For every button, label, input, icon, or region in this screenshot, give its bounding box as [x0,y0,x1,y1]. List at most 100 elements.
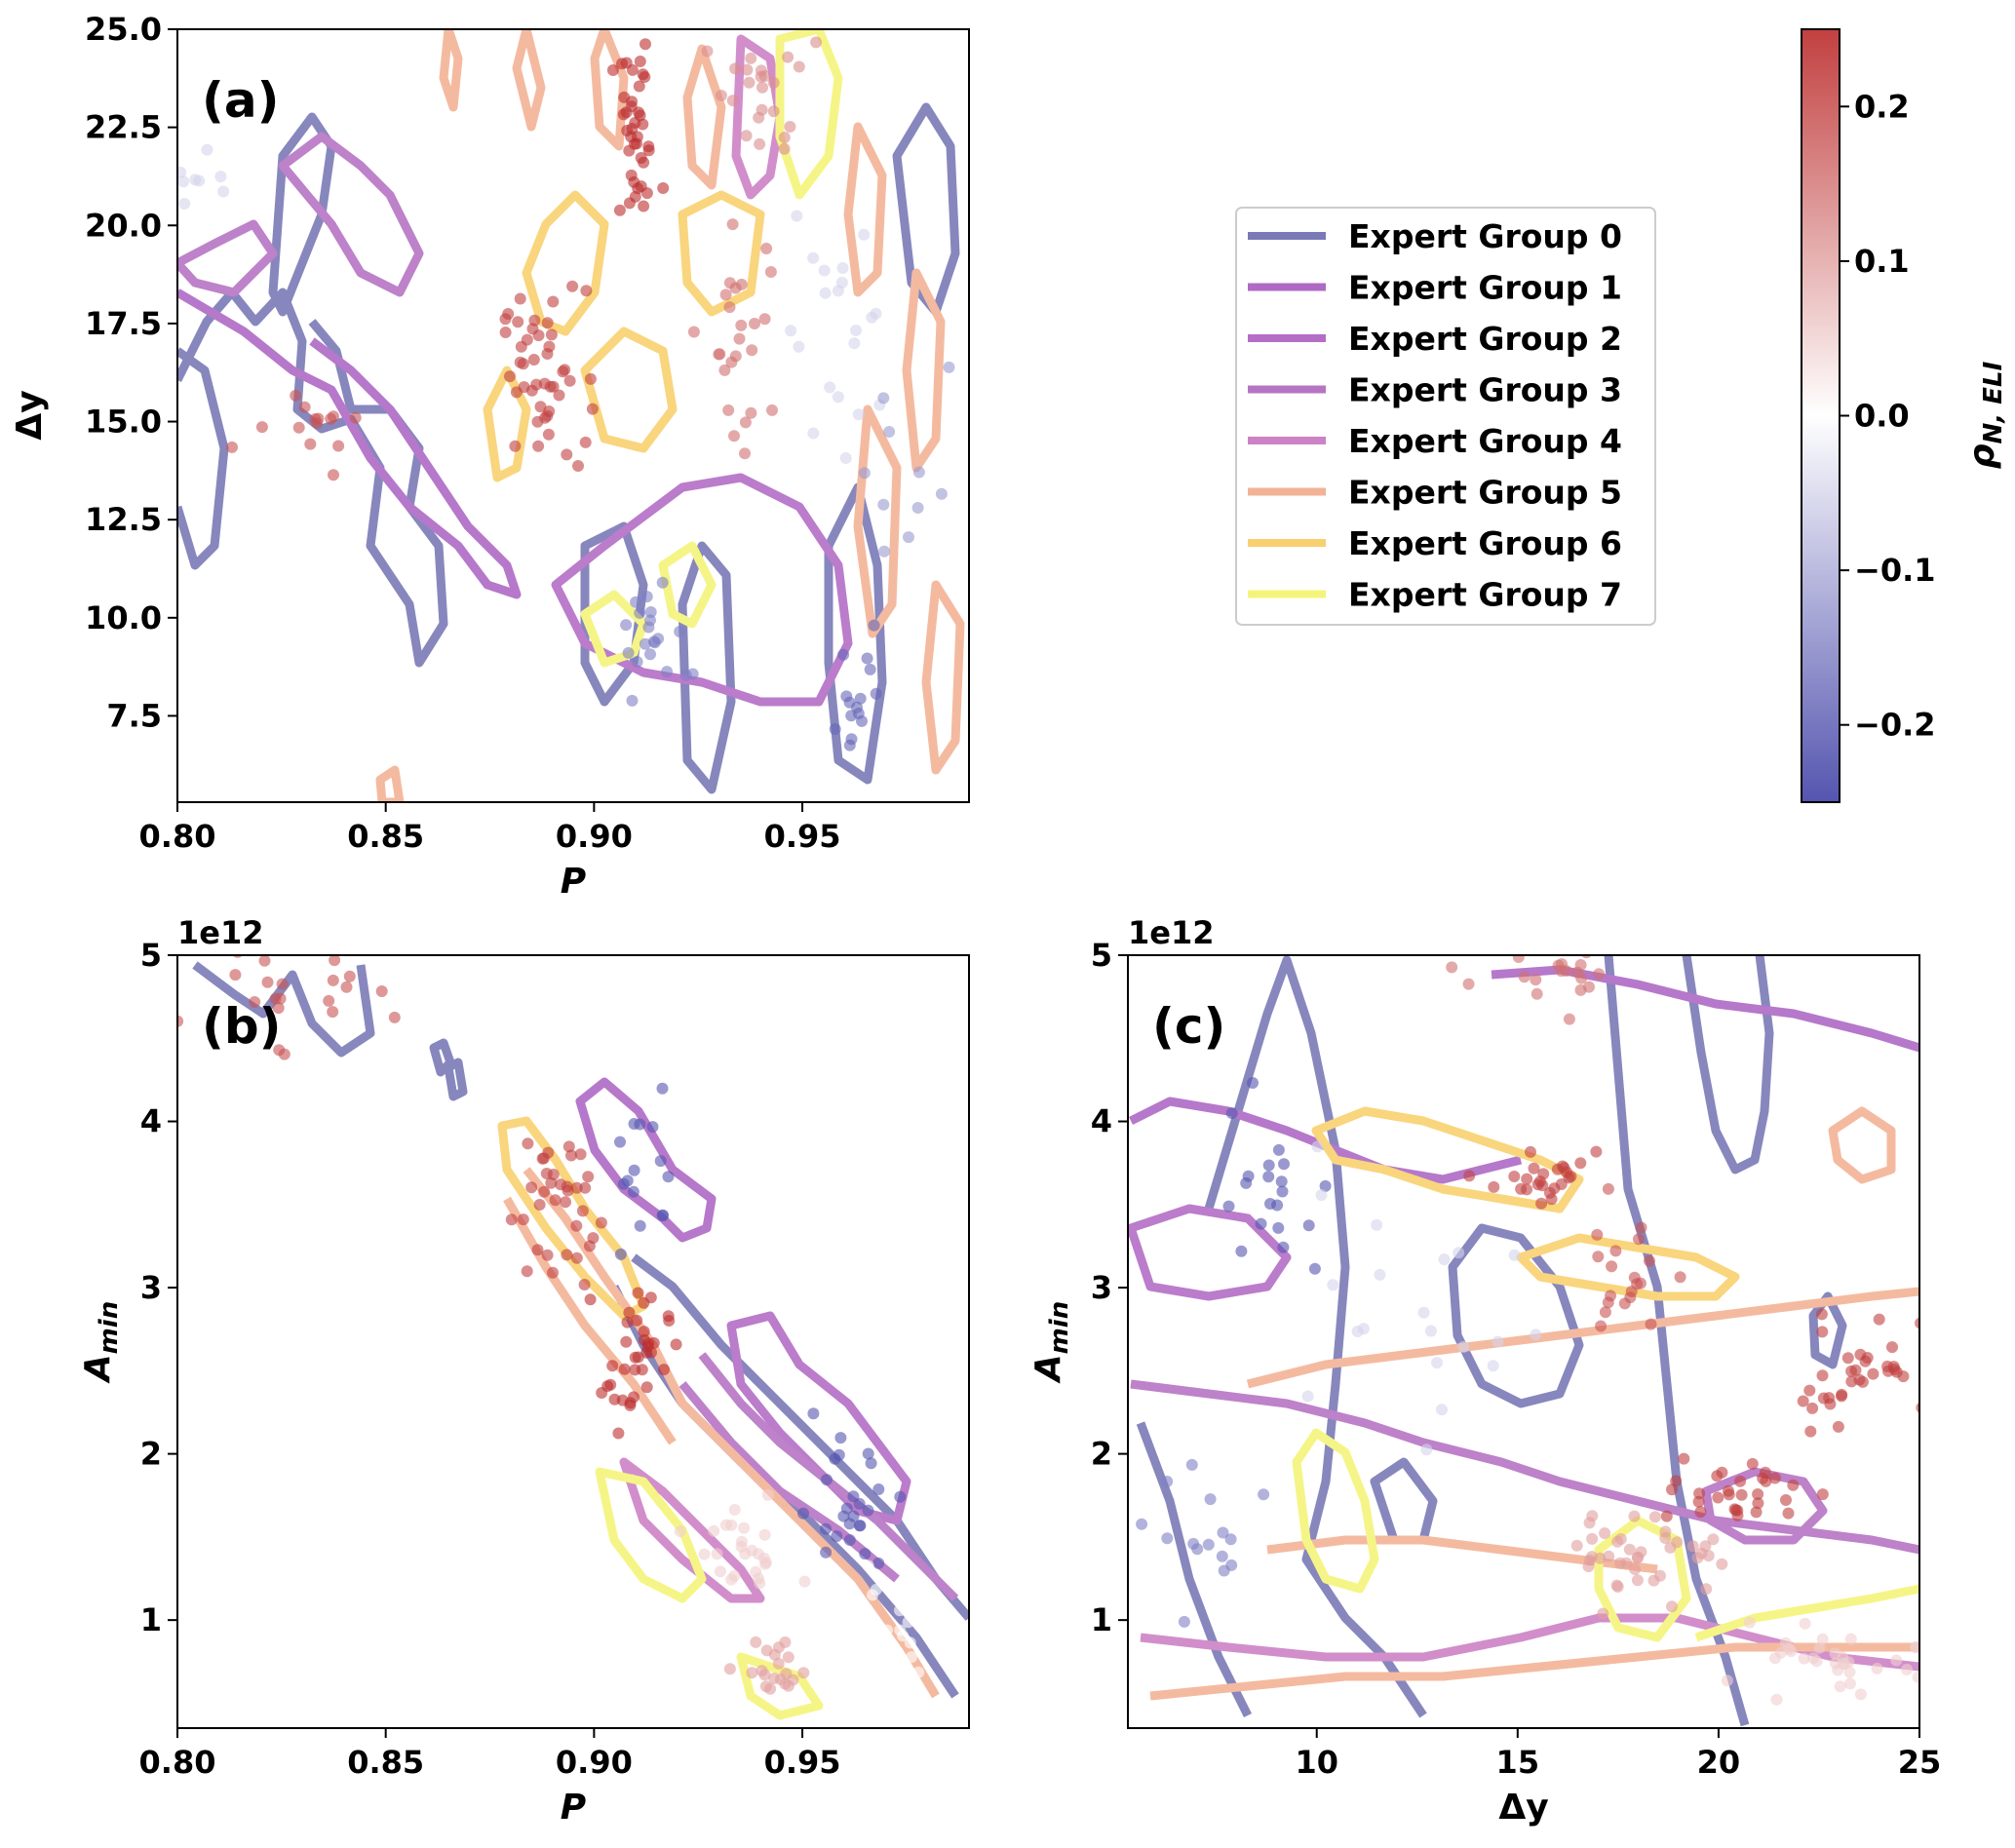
contours-a [177,29,965,802]
scatter-point [856,714,868,727]
y-axis-label-b-main: A [78,1354,118,1384]
scatter-point [740,130,753,142]
scatter-point [595,1216,607,1229]
y-tick-label: 17.5 [85,305,162,342]
scatter-point [837,648,850,661]
scatter-point [745,406,757,419]
legend-entry: Expert Group 1 [1348,269,1622,307]
scatter-point [1845,1375,1858,1388]
x-tick-label: 20 [1697,1744,1741,1781]
scatter-point [580,285,593,297]
x-tick-label: 0.80 [139,1744,216,1781]
scatter-point [499,327,512,338]
scatter-point [630,596,642,608]
scatter-point [1711,1470,1724,1482]
scatter-point [745,52,757,64]
scatter-point [1849,1364,1862,1376]
scatter-point [862,1504,874,1517]
scatter-point [642,144,655,157]
scatter-point [375,985,388,997]
scatter-point [1735,1488,1748,1501]
scatter-point [912,1666,925,1678]
scatter-point [760,243,773,254]
scatter-point [1277,1241,1290,1253]
legend: Expert Group 0 Expert Group 1 Expert Group… [1235,207,1656,626]
scatter-point [904,1585,915,1598]
scatter-point [1531,987,1543,1000]
scatter-point [559,364,571,376]
scatter-point [870,687,882,700]
scatter-point [292,421,305,434]
scatter-point [718,364,731,376]
x-axis-label-c: Δy [1498,1788,1548,1828]
scatter-point [328,469,339,481]
scatter-point [1302,1219,1315,1232]
scatter-point [1678,1452,1690,1465]
scatter-point [1319,1179,1332,1192]
scatter-point [1854,1688,1867,1701]
contours-b [192,961,969,1720]
contour-b-group-0b [192,961,375,1058]
scatter-point [753,111,765,124]
scatter-point [859,1636,872,1648]
scatter-point [565,1149,577,1162]
scatter-point [625,131,638,143]
scatter-point [574,1148,587,1161]
scatter-point [1462,978,1475,990]
contour-c-group-6 [1311,1106,1584,1213]
scatter-point [538,1185,551,1198]
scatter-point [617,108,630,121]
scatter-point [1912,1671,1919,1683]
scatter-point [1521,1173,1533,1185]
legend-entry: Expert Group 3 [1348,371,1622,409]
scatter-point [1834,1680,1846,1693]
scatter-point [698,1548,711,1560]
contour-a-group-0e [892,102,960,317]
scatter-point [903,531,914,544]
scatter-point [178,198,191,210]
contour-a-group-2 [551,473,853,707]
scatter-point [839,452,852,464]
scatter-point [832,391,844,404]
y-tick-label: 12.5 [85,501,162,538]
contour-b-group-4 [619,1457,765,1603]
scatter-point [255,421,268,434]
scatter-point [912,466,925,479]
scatter-point [570,1181,583,1194]
ticks-b: 0.80 0.85 0.90 0.95 1 2 3 4 5 [139,937,841,1781]
scatter-point [820,1546,833,1559]
scatter-point [566,280,579,292]
contour-c-group-0b [1136,1421,1253,1718]
scatter-point [1431,1357,1443,1369]
scatter-point [1832,1664,1844,1676]
scatter-point [753,12,764,23]
scatter-point [587,1232,600,1245]
scatter-point [1311,1140,1324,1153]
y-tick-label: 4 [1091,1103,1112,1140]
scatter-point [1759,1466,1771,1479]
scatter-point [881,1624,893,1636]
scatter-point [561,1249,573,1261]
scatter-point [793,340,805,353]
scatter-point [1890,1654,1903,1667]
scatter-point [847,1490,860,1503]
scatter-point [831,1530,843,1543]
scatter-point [634,1219,646,1232]
scatter-point [871,1676,883,1689]
scatter-point [1191,1543,1204,1556]
scatter-point [1563,1013,1575,1025]
legend-items: Expert Group 0 Expert Group 1 Expert Group… [1248,217,1622,614]
scatter-point [1202,1538,1215,1551]
scatter-point [533,1199,546,1211]
scatter-point [515,340,527,353]
scatter-point [728,1504,741,1516]
colorbar-ticks: 0.2 0.1 0.0 −0.1 −0.2 [1840,88,1936,744]
scatter-point [761,1488,774,1501]
scatter-point [1694,1506,1707,1519]
scatter-point [756,81,768,94]
scatter-point [725,356,738,368]
scatter-point [819,287,832,299]
points-c [1136,955,1919,1706]
legend-entry: Expert Group 6 [1348,524,1622,562]
scatter-point [758,70,771,82]
